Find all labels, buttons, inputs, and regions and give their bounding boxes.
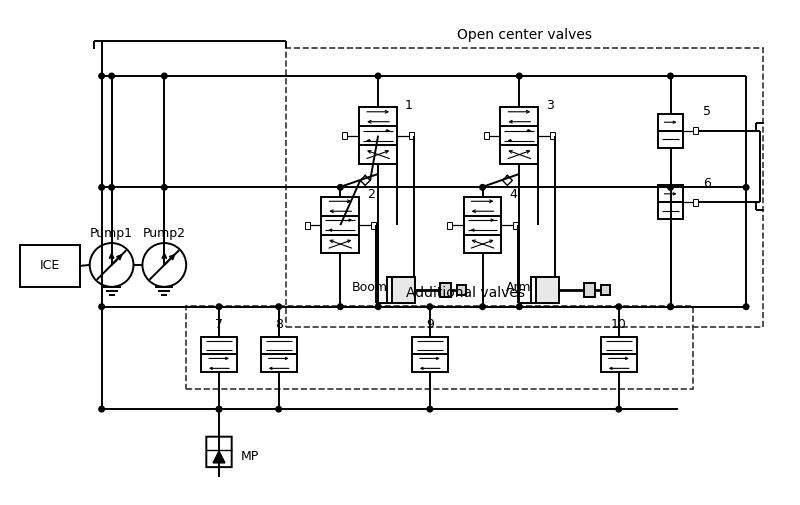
Circle shape	[338, 184, 343, 190]
Bar	[514, 222, 518, 229]
Text: Additional valves: Additional valves	[406, 286, 525, 300]
Bar	[387, 277, 392, 302]
Text: 9: 9	[426, 318, 434, 331]
Bar	[359, 107, 397, 126]
Bar	[261, 336, 297, 355]
Bar	[371, 222, 376, 229]
Text: Pump1: Pump1	[90, 227, 133, 239]
Text: Open center valves: Open center valves	[457, 28, 592, 42]
Text: 10: 10	[611, 318, 626, 331]
Bar	[322, 216, 359, 235]
Bar	[446, 222, 452, 229]
Bar	[658, 131, 683, 147]
Circle shape	[216, 304, 222, 310]
Bar	[483, 132, 489, 139]
Circle shape	[162, 184, 167, 190]
Text: Arm: Arm	[506, 281, 532, 294]
Bar	[261, 355, 297, 372]
Bar	[694, 127, 698, 134]
FancyBboxPatch shape	[206, 437, 232, 467]
Circle shape	[480, 184, 486, 190]
Text: 1: 1	[405, 99, 413, 112]
Bar	[286, 48, 763, 327]
Bar	[601, 336, 637, 355]
Circle shape	[276, 304, 282, 310]
Circle shape	[517, 73, 522, 79]
Circle shape	[338, 304, 343, 310]
Bar	[359, 126, 397, 145]
Text: 2: 2	[367, 188, 375, 201]
Text: 3: 3	[546, 99, 554, 112]
Bar	[186, 306, 694, 389]
Bar	[409, 132, 414, 139]
Circle shape	[142, 243, 186, 287]
Circle shape	[616, 304, 622, 310]
Bar	[392, 277, 415, 302]
Circle shape	[517, 304, 522, 310]
Circle shape	[99, 73, 105, 79]
Circle shape	[668, 73, 674, 79]
Bar	[322, 197, 359, 216]
Bar	[501, 107, 538, 126]
Bar	[501, 145, 538, 164]
Bar	[201, 336, 237, 355]
Circle shape	[99, 184, 105, 190]
Bar	[322, 235, 359, 254]
Circle shape	[90, 243, 134, 287]
Bar	[464, 197, 502, 216]
Bar	[201, 355, 237, 372]
Circle shape	[668, 184, 674, 190]
Circle shape	[480, 304, 486, 310]
Circle shape	[427, 407, 433, 412]
Bar	[20, 245, 80, 287]
Bar	[464, 216, 502, 235]
Bar	[457, 285, 466, 295]
Text: 5: 5	[703, 105, 711, 118]
Circle shape	[375, 304, 381, 310]
Bar	[359, 145, 397, 164]
Text: Pump2: Pump2	[143, 227, 186, 239]
Bar	[536, 277, 559, 302]
Circle shape	[276, 407, 282, 412]
Bar	[694, 199, 698, 206]
Circle shape	[375, 73, 381, 79]
Bar	[658, 114, 683, 131]
Bar	[501, 126, 538, 145]
Circle shape	[216, 407, 222, 412]
Bar	[531, 277, 536, 302]
Text: 6: 6	[703, 177, 711, 190]
Bar	[342, 132, 347, 139]
Circle shape	[216, 407, 222, 412]
Bar	[440, 283, 450, 297]
Bar	[464, 235, 502, 254]
Circle shape	[668, 304, 674, 310]
Circle shape	[743, 304, 749, 310]
Bar	[658, 203, 683, 219]
Polygon shape	[213, 451, 225, 463]
Bar	[658, 185, 683, 203]
Text: 4: 4	[510, 188, 518, 201]
Bar	[412, 355, 448, 372]
Circle shape	[109, 184, 114, 190]
Bar	[602, 285, 610, 295]
Text: MP: MP	[241, 450, 259, 464]
Circle shape	[99, 407, 105, 412]
Circle shape	[427, 304, 433, 310]
Circle shape	[162, 73, 167, 79]
Circle shape	[99, 304, 105, 310]
Bar	[601, 355, 637, 372]
Circle shape	[109, 73, 114, 79]
Bar	[550, 132, 555, 139]
Text: 8: 8	[274, 318, 282, 331]
Circle shape	[743, 184, 749, 190]
Circle shape	[616, 407, 622, 412]
Text: 7: 7	[215, 318, 223, 331]
Text: Boom: Boom	[351, 281, 387, 294]
Bar	[412, 336, 448, 355]
Bar	[584, 283, 595, 297]
Bar	[305, 222, 310, 229]
Circle shape	[668, 304, 674, 310]
Text: ICE: ICE	[40, 260, 60, 272]
